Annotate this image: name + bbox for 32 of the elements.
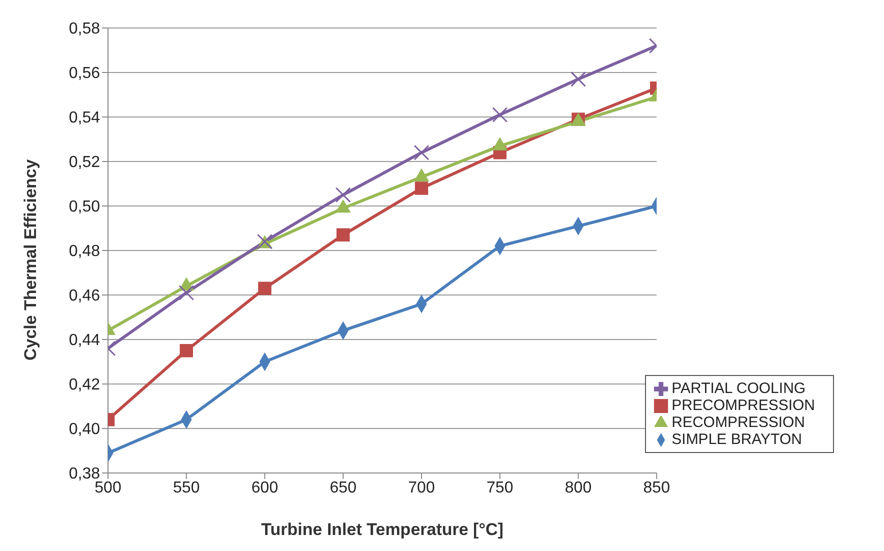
- x-tick-label: 550: [173, 479, 200, 496]
- y-tick-label: 0,54: [68, 110, 100, 127]
- x-tick-label: 800: [564, 479, 592, 496]
- y-axis-title: Cycle Thermal Efficiency: [21, 158, 40, 360]
- point: [492, 107, 508, 123]
- point: [178, 285, 194, 301]
- legend-label: PRECOMPRESSION: [672, 397, 815, 414]
- y-tick-label: 0,48: [68, 243, 100, 260]
- y-tick-label: 0,44: [68, 332, 100, 350]
- x-axis-title: Turbine Inlet Temperature [°C]: [261, 520, 504, 539]
- y-tick-label: 0,50: [68, 198, 100, 216]
- y-tick-label: 0,40: [68, 421, 100, 438]
- point: [258, 282, 272, 295]
- point: [180, 344, 193, 358]
- point: [570, 71, 586, 87]
- y-tick-label: 0,52: [68, 154, 100, 172]
- x-tick-label: 600: [251, 479, 278, 496]
- x-tick-label: 750: [486, 479, 514, 496]
- y-tick-label: 0,42: [68, 376, 100, 394]
- x-tick-label: 700: [408, 479, 435, 496]
- legend-label: SIMPLE BRAYTON: [672, 431, 802, 448]
- point: [414, 144, 430, 160]
- point: [335, 187, 351, 203]
- y-tick-label: 0,58: [68, 20, 100, 38]
- y-tick-label: 0,46: [68, 288, 100, 305]
- legend-label: PARTIAL COOLING: [672, 380, 806, 397]
- x-tick-label: 850: [643, 479, 670, 496]
- y-tick-label: 0,56: [68, 65, 100, 82]
- point: [336, 228, 350, 242]
- point: [414, 182, 428, 195]
- legend-label: RECOMPRESSION: [672, 414, 805, 431]
- x-tick-label: 650: [330, 479, 357, 496]
